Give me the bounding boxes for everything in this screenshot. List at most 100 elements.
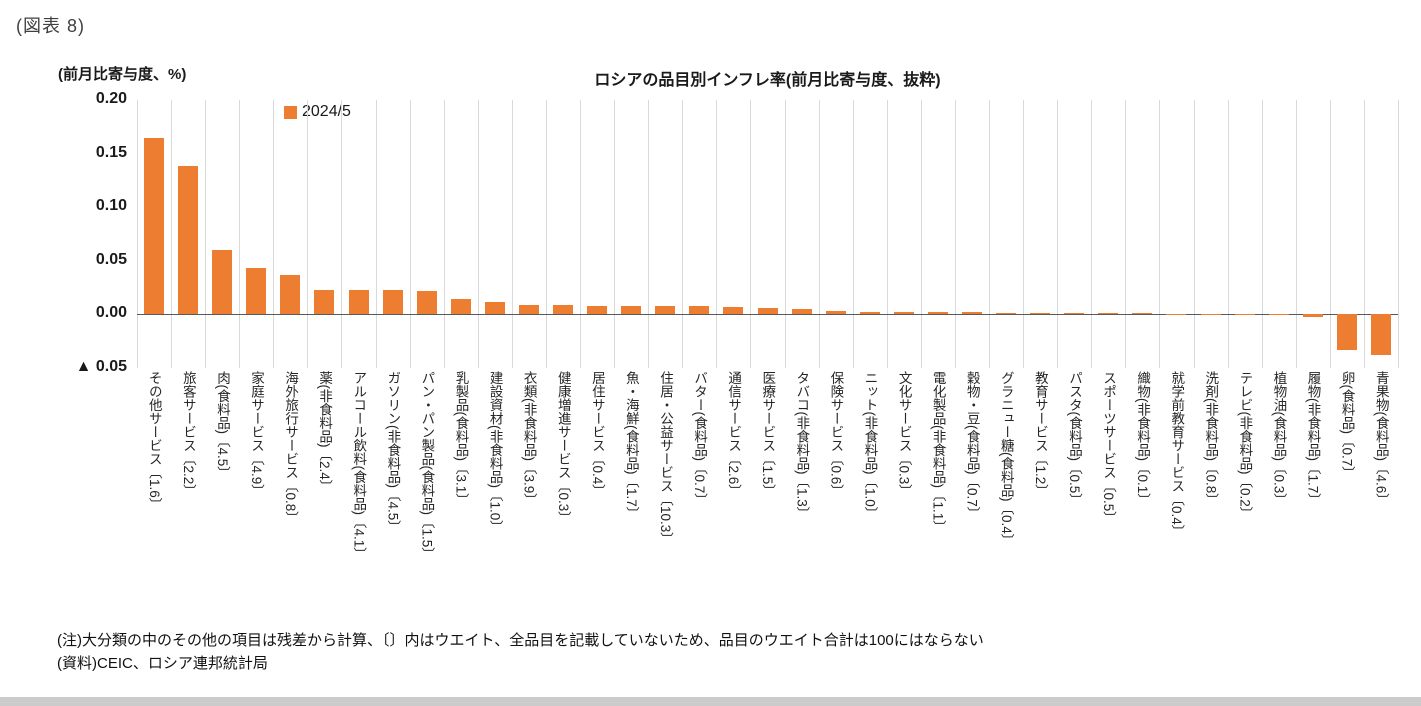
bar [1064, 313, 1085, 315]
x-axis-label: テレビ(非食料品)〔0.2〕 [1228, 371, 1262, 623]
x-axis-label-text: タバコ(非食料品)〔1.3〕 [794, 371, 810, 521]
x-axis-label: バター(食料品)〔0.7〕 [682, 371, 716, 623]
x-axis-label-text: 履物(非食料品)〔1.7〕 [1305, 371, 1321, 507]
y-tick-label: 0.15 [95, 143, 127, 161]
x-axis-label-text: 衣類(非食料品)〔3.9〕 [521, 371, 537, 507]
x-axis-label: 洗剤(非食料品)〔0.8〕 [1194, 371, 1228, 623]
bar [1132, 313, 1153, 315]
bar [1336, 314, 1357, 350]
x-axis-label: 就学前教育サービス〔0.4〕 [1159, 371, 1193, 623]
x-axis-label: 電化製品(非食料品)〔1.1〕 [921, 371, 955, 623]
x-axis-label-text: アルコール飲料(食料品)〔4.1〕 [351, 371, 367, 561]
x-axis-label-text: テレビ(非食料品)〔0.2〕 [1237, 371, 1253, 521]
x-axis-label-text: バター(食料品)〔0.7〕 [692, 371, 708, 507]
x-axis-label: その他サービス〔1.6〕 [137, 371, 171, 623]
x-axis-label-text: ニット(非食料品)〔1.0〕 [862, 371, 878, 521]
x-axis-label-text: 文化サービス〔0.3〕 [896, 371, 912, 498]
bar [518, 304, 539, 315]
x-axis-label-text: 就学前教育サービス〔0.4〕 [1169, 371, 1185, 539]
x-axis-label-text: 薬(非食料品)〔2.4〕 [317, 371, 333, 494]
x-axis-label: 健康増進サービス〔0.3〕 [546, 371, 580, 623]
bar [382, 289, 403, 315]
bar [1302, 314, 1323, 317]
vertical-gridline [989, 100, 991, 368]
x-axis-label: 履物(非食料品)〔1.7〕 [1296, 371, 1330, 623]
bar [1166, 313, 1187, 315]
bar [450, 299, 471, 315]
vertical-gridline [137, 100, 138, 368]
bar [791, 309, 812, 315]
x-axis-label: 建設資材(非食料品)〔1.0〕 [478, 371, 512, 623]
x-axis-label: 住居・公益サービス〔10.3〕 [648, 371, 682, 623]
bar [553, 304, 573, 315]
vertical-gridline [341, 100, 343, 368]
x-axis-label: 衣類(非食料品)〔3.9〕 [512, 371, 546, 623]
vertical-gridline [1091, 100, 1093, 368]
vertical-gridline [614, 100, 616, 368]
x-axis-label-text: 乳製品(食料品)〔3.1〕 [453, 371, 469, 507]
vertical-gridline [886, 100, 888, 368]
bar [757, 307, 778, 315]
x-axis-label: ガソリン(非食料品)〔4.5〕 [376, 371, 410, 623]
y-axis-unit-label: (前月比寄与度、%) [58, 66, 187, 83]
legend: 2024/5 [284, 103, 351, 121]
vertical-gridline [443, 100, 445, 368]
plot-area [137, 100, 1399, 368]
y-tick-label: 0.10 [95, 197, 127, 215]
vertical-gridline [818, 100, 820, 368]
x-axis-label-text: 卵(食料品)〔0.7〕 [1339, 371, 1355, 480]
x-axis-label-text: 居住サービス〔0.4〕 [589, 371, 605, 498]
note-line: (注)大分類の中のその他の項目は残差から計算、〔〕内はウエイト、全品目を記載して… [57, 632, 984, 649]
x-axis-label-text: 織物(非食料品)〔0.1〕 [1135, 371, 1151, 507]
bar [655, 305, 676, 315]
legend-swatch-icon [284, 105, 297, 119]
vertical-gridline [1159, 100, 1161, 368]
vertical-gridline [784, 100, 786, 368]
vertical-gridline [205, 100, 207, 368]
x-axis-label: 通信サービス〔2.6〕 [716, 371, 750, 623]
vertical-gridline [511, 100, 513, 368]
x-axis-label-text: 肉(食料品)〔4.5〕 [214, 371, 230, 480]
vertical-gridline [477, 100, 479, 368]
zero-axis-line [137, 314, 1398, 316]
bar [587, 305, 608, 315]
vertical-gridline [648, 100, 650, 368]
bar [416, 290, 437, 315]
bar [689, 305, 710, 315]
x-axis-label: 穀物・豆(食料品)〔0.7〕 [955, 371, 989, 623]
x-axis-label-text: 通信サービス〔2.6〕 [726, 371, 742, 498]
vertical-gridline [852, 100, 854, 368]
bottom-strip [0, 697, 1421, 706]
x-axis-label-text: 住居・公益サービス〔10.3〕 [657, 371, 673, 546]
bar [1268, 314, 1289, 315]
bar [1370, 314, 1391, 356]
x-axis-label: 教育サービス〔1.2〕 [1023, 371, 1057, 623]
vertical-gridline [1261, 100, 1263, 368]
vertical-gridline [954, 100, 956, 368]
bar [144, 137, 165, 315]
x-axis-label-text: 保険サービス〔0.6〕 [828, 371, 844, 498]
bar [996, 313, 1017, 315]
bar [178, 166, 199, 315]
vertical-gridline [273, 100, 275, 368]
x-axis-label: 魚・海鮮(食料品)〔1.7〕 [614, 371, 648, 623]
vertical-gridline [682, 100, 684, 368]
bar [961, 312, 982, 315]
x-axis-label-text: ガソリン(非食料品)〔4.5〕 [385, 371, 401, 534]
bar [723, 306, 744, 315]
vertical-gridline [1363, 100, 1365, 368]
vertical-gridline [920, 100, 922, 368]
x-axis-label-text: 健康増進サービス〔0.3〕 [555, 371, 571, 525]
x-axis-label: 卵(食料品)〔0.7〕 [1330, 371, 1364, 623]
bar [893, 312, 914, 315]
x-axis-label-text: 穀物・豆(食料品)〔0.7〕 [964, 371, 980, 521]
vertical-gridline [1227, 100, 1229, 368]
x-axis-label-text: 旅客サービス〔2.2〕 [180, 371, 196, 498]
y-tick-label: ▲ 0.05 [75, 358, 127, 375]
bar [348, 289, 369, 315]
vertical-gridline [239, 100, 241, 368]
y-axis-tick-labels: 0.20 0.15 0.10 0.05 0.00 ▲ 0.05 [0, 90, 127, 375]
vertical-gridline [409, 100, 411, 368]
x-axis-label: 青果物(食料品)〔4.6〕 [1364, 371, 1398, 623]
